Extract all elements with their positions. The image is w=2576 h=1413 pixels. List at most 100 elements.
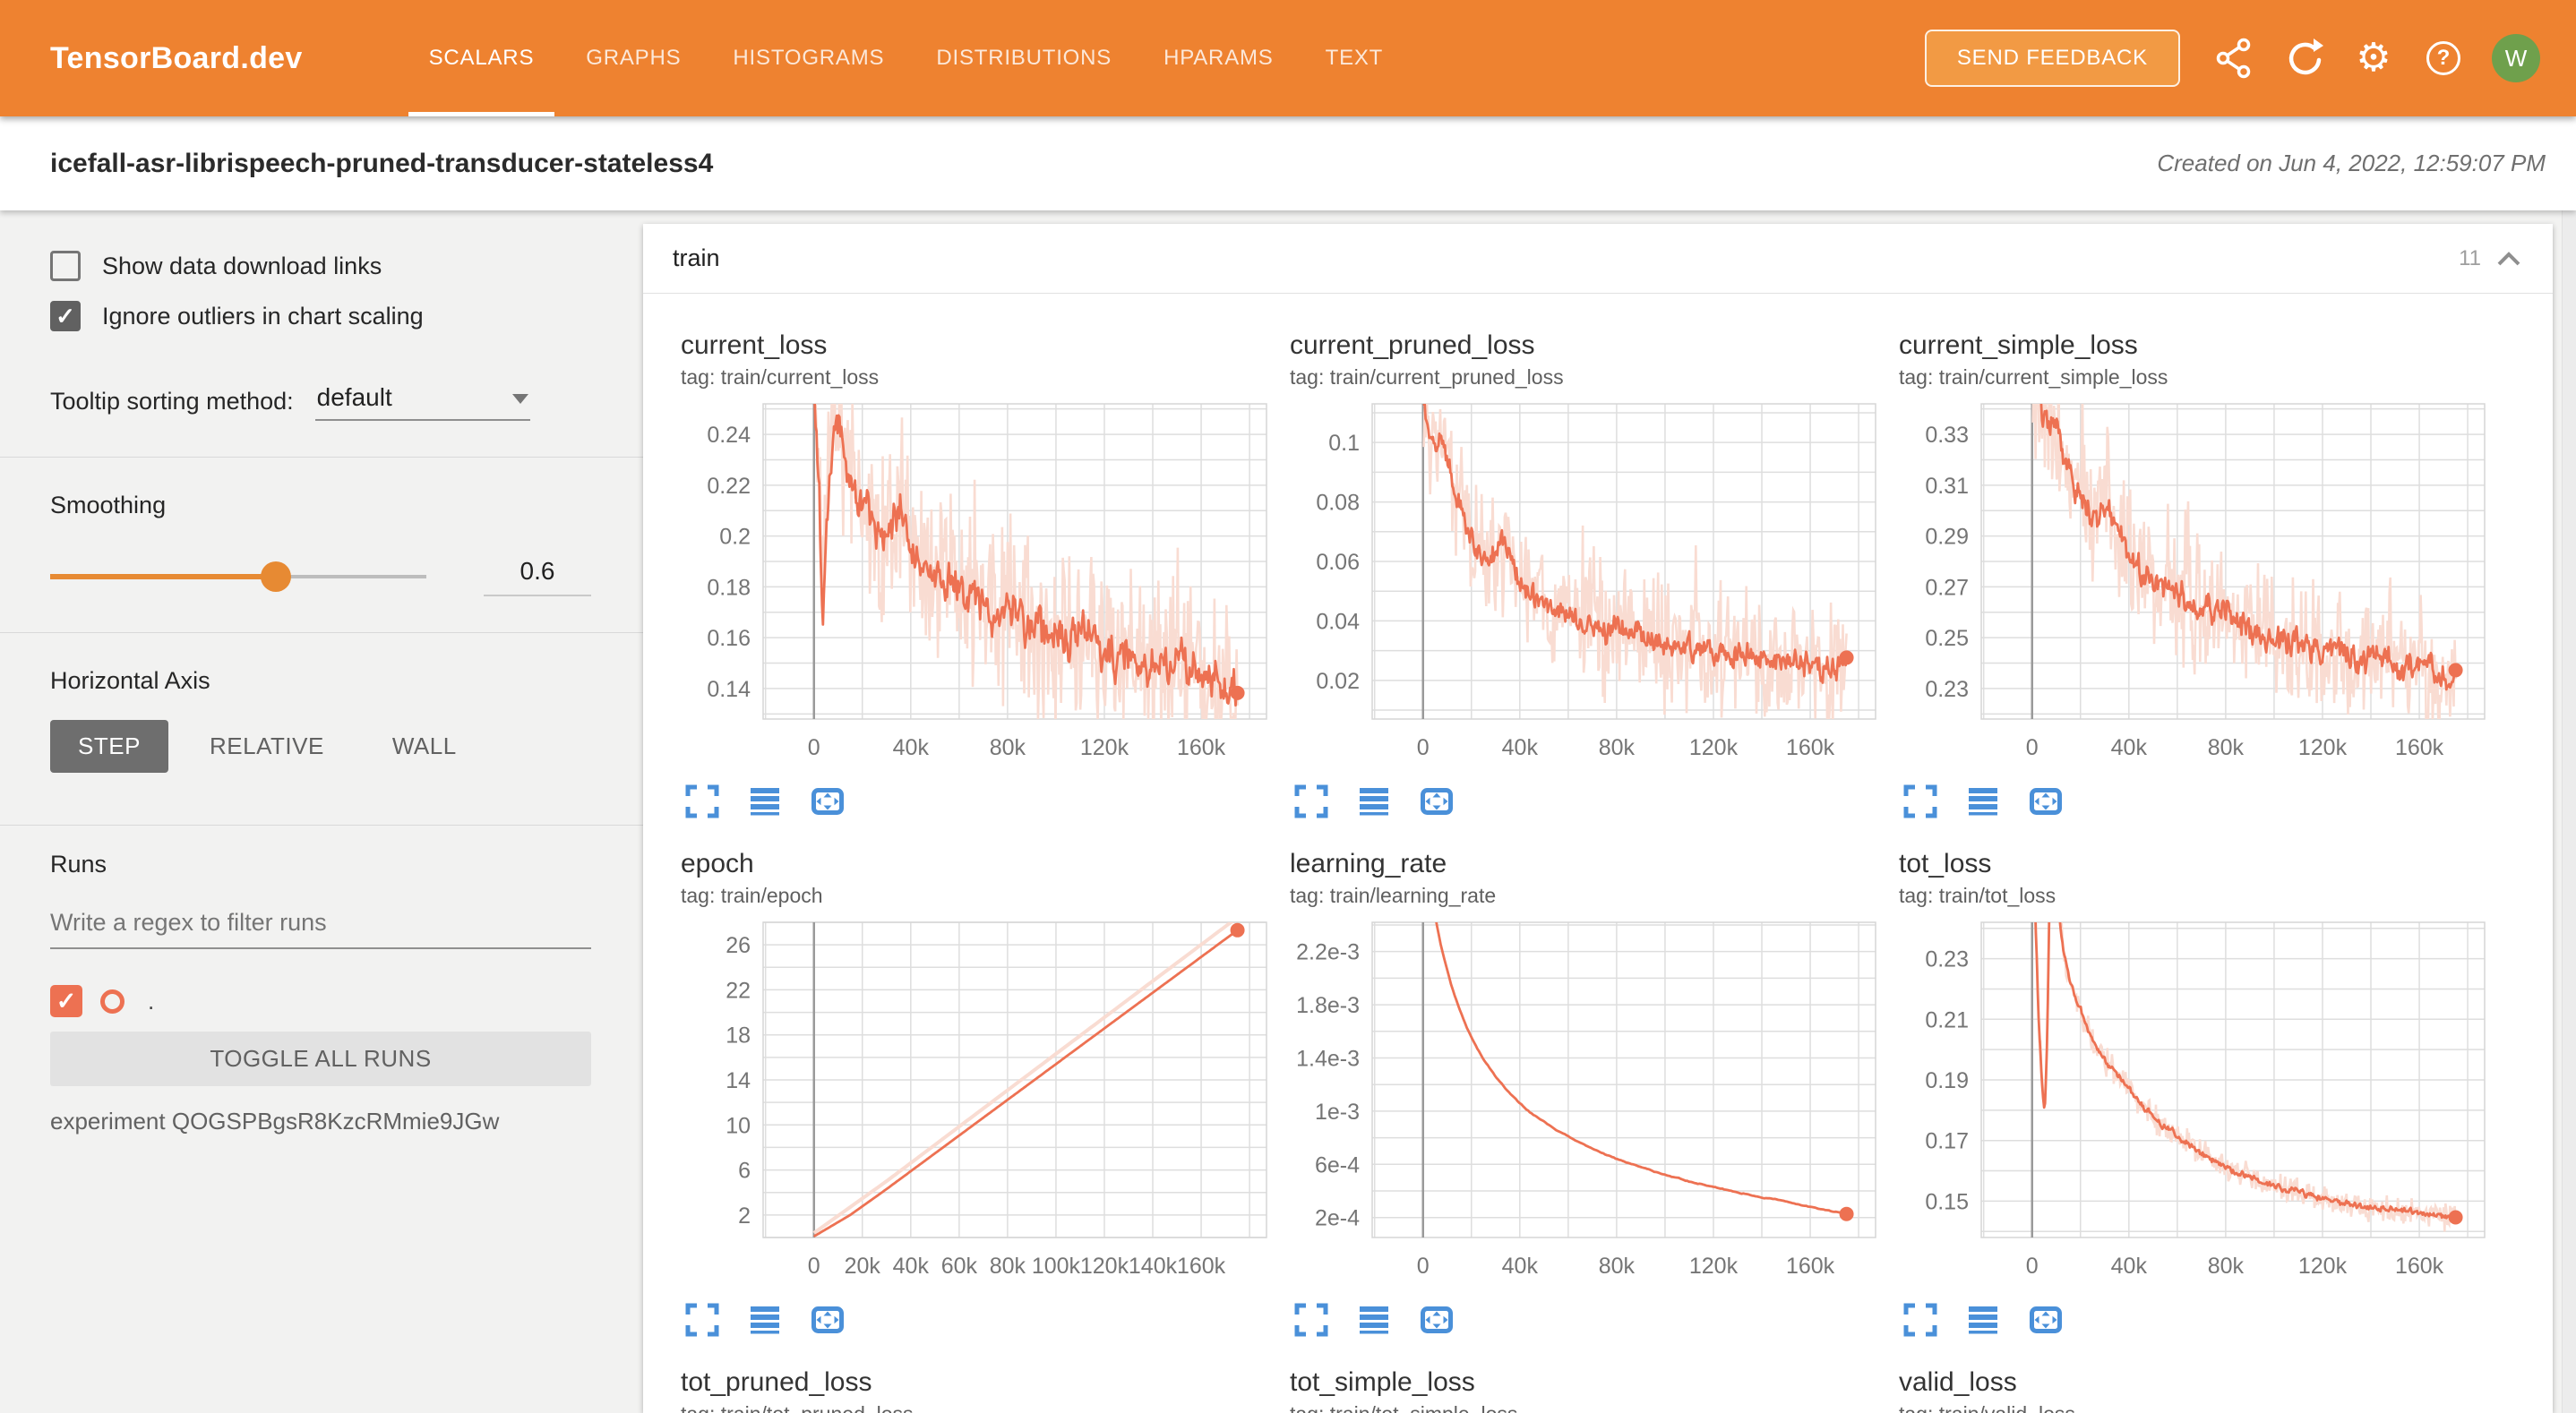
slider-thumb[interactable] bbox=[261, 561, 291, 592]
tab-histograms[interactable]: HISTOGRAMS bbox=[733, 46, 885, 70]
scalars-card: train 11 current_loss tag: train/current_… bbox=[643, 224, 2553, 1413]
chart-tag: tag: train/valid_loss bbox=[1899, 1400, 2508, 1413]
group-name: train bbox=[673, 244, 720, 271]
train-group-header[interactable]: train 11 bbox=[643, 224, 2553, 293]
fullscreen-icon[interactable] bbox=[1899, 1298, 1942, 1341]
scrollbar[interactable] bbox=[2562, 210, 2576, 1413]
svg-text:0.25: 0.25 bbox=[1925, 626, 1969, 651]
top-header: TensorBoard.dev SCALARS GRAPHS HISTOGRAM… bbox=[0, 0, 2576, 116]
svg-text:0.19: 0.19 bbox=[1925, 1068, 1969, 1093]
ignore-outliers-checkbox[interactable]: ✓ bbox=[50, 301, 81, 331]
chart-card: learning_rate tag: train/learning_rate 2e-… bbox=[1290, 848, 1899, 1341]
tab-text[interactable]: TEXT bbox=[1325, 46, 1384, 70]
ignore-outliers-row[interactable]: ✓ Ignore outliers in chart scaling bbox=[50, 301, 591, 331]
fullscreen-icon[interactable] bbox=[1290, 1298, 1333, 1341]
chart-plot[interactable]: 0.15 0.17 0.19 0.21 0.23 0 40k 80k 120k 160k bbox=[1899, 918, 2508, 1289]
tooltip-sorting-row: Tooltip sorting method: default bbox=[50, 383, 591, 421]
chart-actions bbox=[1899, 780, 2508, 823]
svg-text:0: 0 bbox=[2026, 735, 2039, 760]
chevron-down-icon bbox=[511, 394, 528, 404]
chart-plot[interactable]: 0.23 0.25 0.27 0.29 0.31 0.33 0 40k 80k 120k 160k bbox=[1899, 399, 2508, 771]
show-download-links-row[interactable]: Show data download links bbox=[50, 251, 591, 281]
tooltip-sorting-label: Tooltip sorting method: bbox=[50, 388, 294, 415]
run-item[interactable]: ✓ . bbox=[50, 985, 591, 1017]
app-logo: TensorBoard.dev bbox=[50, 40, 303, 75]
svg-text:0: 0 bbox=[1417, 1254, 1430, 1279]
horizontal-axis-label: Horizontal Axis bbox=[50, 667, 210, 694]
svg-text:10: 10 bbox=[726, 1113, 751, 1138]
svg-text:1e-3: 1e-3 bbox=[1315, 1100, 1360, 1125]
svg-text:120k: 120k bbox=[1689, 735, 1739, 760]
data-table-icon[interactable] bbox=[1352, 1298, 1395, 1341]
tab-hparams[interactable]: HPARAMS bbox=[1163, 46, 1274, 70]
svg-text:0.27: 0.27 bbox=[1925, 575, 1969, 600]
svg-text:40k: 40k bbox=[1502, 1254, 1539, 1279]
experiment-created-date: Created on Jun 4, 2022, 12:59:07 PM bbox=[2157, 150, 2546, 176]
svg-text:60k: 60k bbox=[941, 1254, 978, 1279]
svg-text:120k: 120k bbox=[1080, 1254, 1129, 1279]
fullscreen-icon[interactable] bbox=[681, 1298, 724, 1341]
chart-tag: tag: train/learning_rate bbox=[1290, 884, 1497, 907]
gear-icon[interactable]: ⚙ bbox=[2356, 36, 2391, 80]
tab-graphs[interactable]: GRAPHS bbox=[586, 46, 682, 70]
run-checkbox[interactable]: ✓ bbox=[50, 985, 82, 1017]
chart-tag: tag: train/current_loss bbox=[681, 365, 880, 389]
smoothing-value[interactable]: 0.6 bbox=[484, 557, 591, 596]
svg-text:160k: 160k bbox=[1177, 1254, 1226, 1279]
svg-text:160k: 160k bbox=[1786, 735, 1835, 760]
chart-plot[interactable]: 2e-4 6e-4 1e-3 1.4e-3 1.8e-3 2.2e-3 0 40k 80k 120… bbox=[1290, 918, 1899, 1289]
chart-actions bbox=[1290, 780, 1899, 823]
svg-text:22: 22 bbox=[726, 978, 751, 1003]
fullscreen-icon[interactable] bbox=[681, 780, 724, 823]
fit-domain-icon[interactable] bbox=[806, 780, 849, 823]
chart-title: learning_rate bbox=[1290, 849, 1447, 878]
runs-filter-input[interactable] bbox=[50, 903, 591, 949]
tooltip-sorting-select[interactable]: default bbox=[314, 383, 530, 421]
tab-scalars[interactable]: SCALARS bbox=[403, 0, 561, 116]
svg-text:80k: 80k bbox=[1599, 1254, 1636, 1279]
run-name: . bbox=[148, 987, 155, 1015]
experiment-title: icefall-asr-librispeech-pruned-transduce… bbox=[50, 148, 714, 178]
smoothing-slider[interactable] bbox=[50, 561, 426, 592]
data-table-icon[interactable] bbox=[1962, 1298, 2005, 1341]
runs-label: Runs bbox=[50, 851, 107, 878]
collapse-chevron-icon[interactable] bbox=[2497, 251, 2520, 266]
chart-actions bbox=[681, 780, 1290, 823]
axis-wall-button[interactable]: WALL bbox=[365, 720, 484, 773]
fullscreen-icon[interactable] bbox=[1290, 780, 1333, 823]
send-feedback-button[interactable]: SEND FEEDBACK bbox=[1924, 30, 2180, 87]
data-table-icon[interactable] bbox=[743, 780, 786, 823]
toggle-all-runs-button[interactable]: TOGGLE ALL RUNS bbox=[50, 1032, 591, 1086]
chart-title: valid_loss bbox=[1899, 1367, 2017, 1397]
fit-domain-icon[interactable] bbox=[2024, 1298, 2067, 1341]
show-download-links-label: Show data download links bbox=[102, 252, 382, 279]
show-download-links-checkbox[interactable] bbox=[50, 251, 81, 281]
chart-title: tot_loss bbox=[1899, 849, 1992, 878]
svg-text:0.21: 0.21 bbox=[1925, 1007, 1969, 1032]
fit-domain-icon[interactable] bbox=[2024, 780, 2067, 823]
fit-domain-icon[interactable] bbox=[1415, 1298, 1458, 1341]
settings-sidebar: Show data download links ✓ Ignore outlie… bbox=[0, 210, 643, 1413]
tab-distributions[interactable]: DISTRIBUTIONS bbox=[936, 46, 1112, 70]
chart-card: epoch tag: train/epoch 2 6 10 14 18 22 26 0 20k 40k… bbox=[681, 848, 1290, 1341]
svg-text:120k: 120k bbox=[2298, 735, 2348, 760]
refresh-icon[interactable] bbox=[2271, 26, 2336, 90]
data-table-icon[interactable] bbox=[1352, 780, 1395, 823]
svg-text:0.14: 0.14 bbox=[707, 677, 751, 702]
chart-plot[interactable]: 2 6 10 14 18 22 26 0 20k 40k 60k 80k 100k 120k 140k 160… bbox=[681, 918, 1290, 1289]
fullscreen-icon[interactable] bbox=[1899, 780, 1942, 823]
share-icon[interactable] bbox=[2202, 26, 2266, 90]
fit-domain-icon[interactable] bbox=[1415, 780, 1458, 823]
help-icon[interactable]: ? bbox=[2411, 26, 2476, 90]
axis-relative-button[interactable]: RELATIVE bbox=[192, 720, 342, 773]
axis-step-button[interactable]: STEP bbox=[50, 720, 168, 773]
avatar[interactable]: W bbox=[2492, 34, 2540, 82]
svg-text:100k: 100k bbox=[1032, 1254, 1081, 1279]
fit-domain-icon[interactable] bbox=[806, 1298, 849, 1341]
chart-card: tot_pruned_loss tag: train/tot_pruned_los… bbox=[681, 1366, 1290, 1413]
data-table-icon[interactable] bbox=[1962, 780, 2005, 823]
chart-title: current_simple_loss bbox=[1899, 330, 2138, 360]
data-table-icon[interactable] bbox=[743, 1298, 786, 1341]
chart-plot[interactable]: 0.02 0.04 0.06 0.08 0.1 0 40k 80k 120k 160k bbox=[1290, 399, 1899, 771]
chart-plot[interactable]: 0.14 0.16 0.18 0.2 0.22 0.24 0 40k 80k 120k 160k bbox=[681, 399, 1290, 771]
